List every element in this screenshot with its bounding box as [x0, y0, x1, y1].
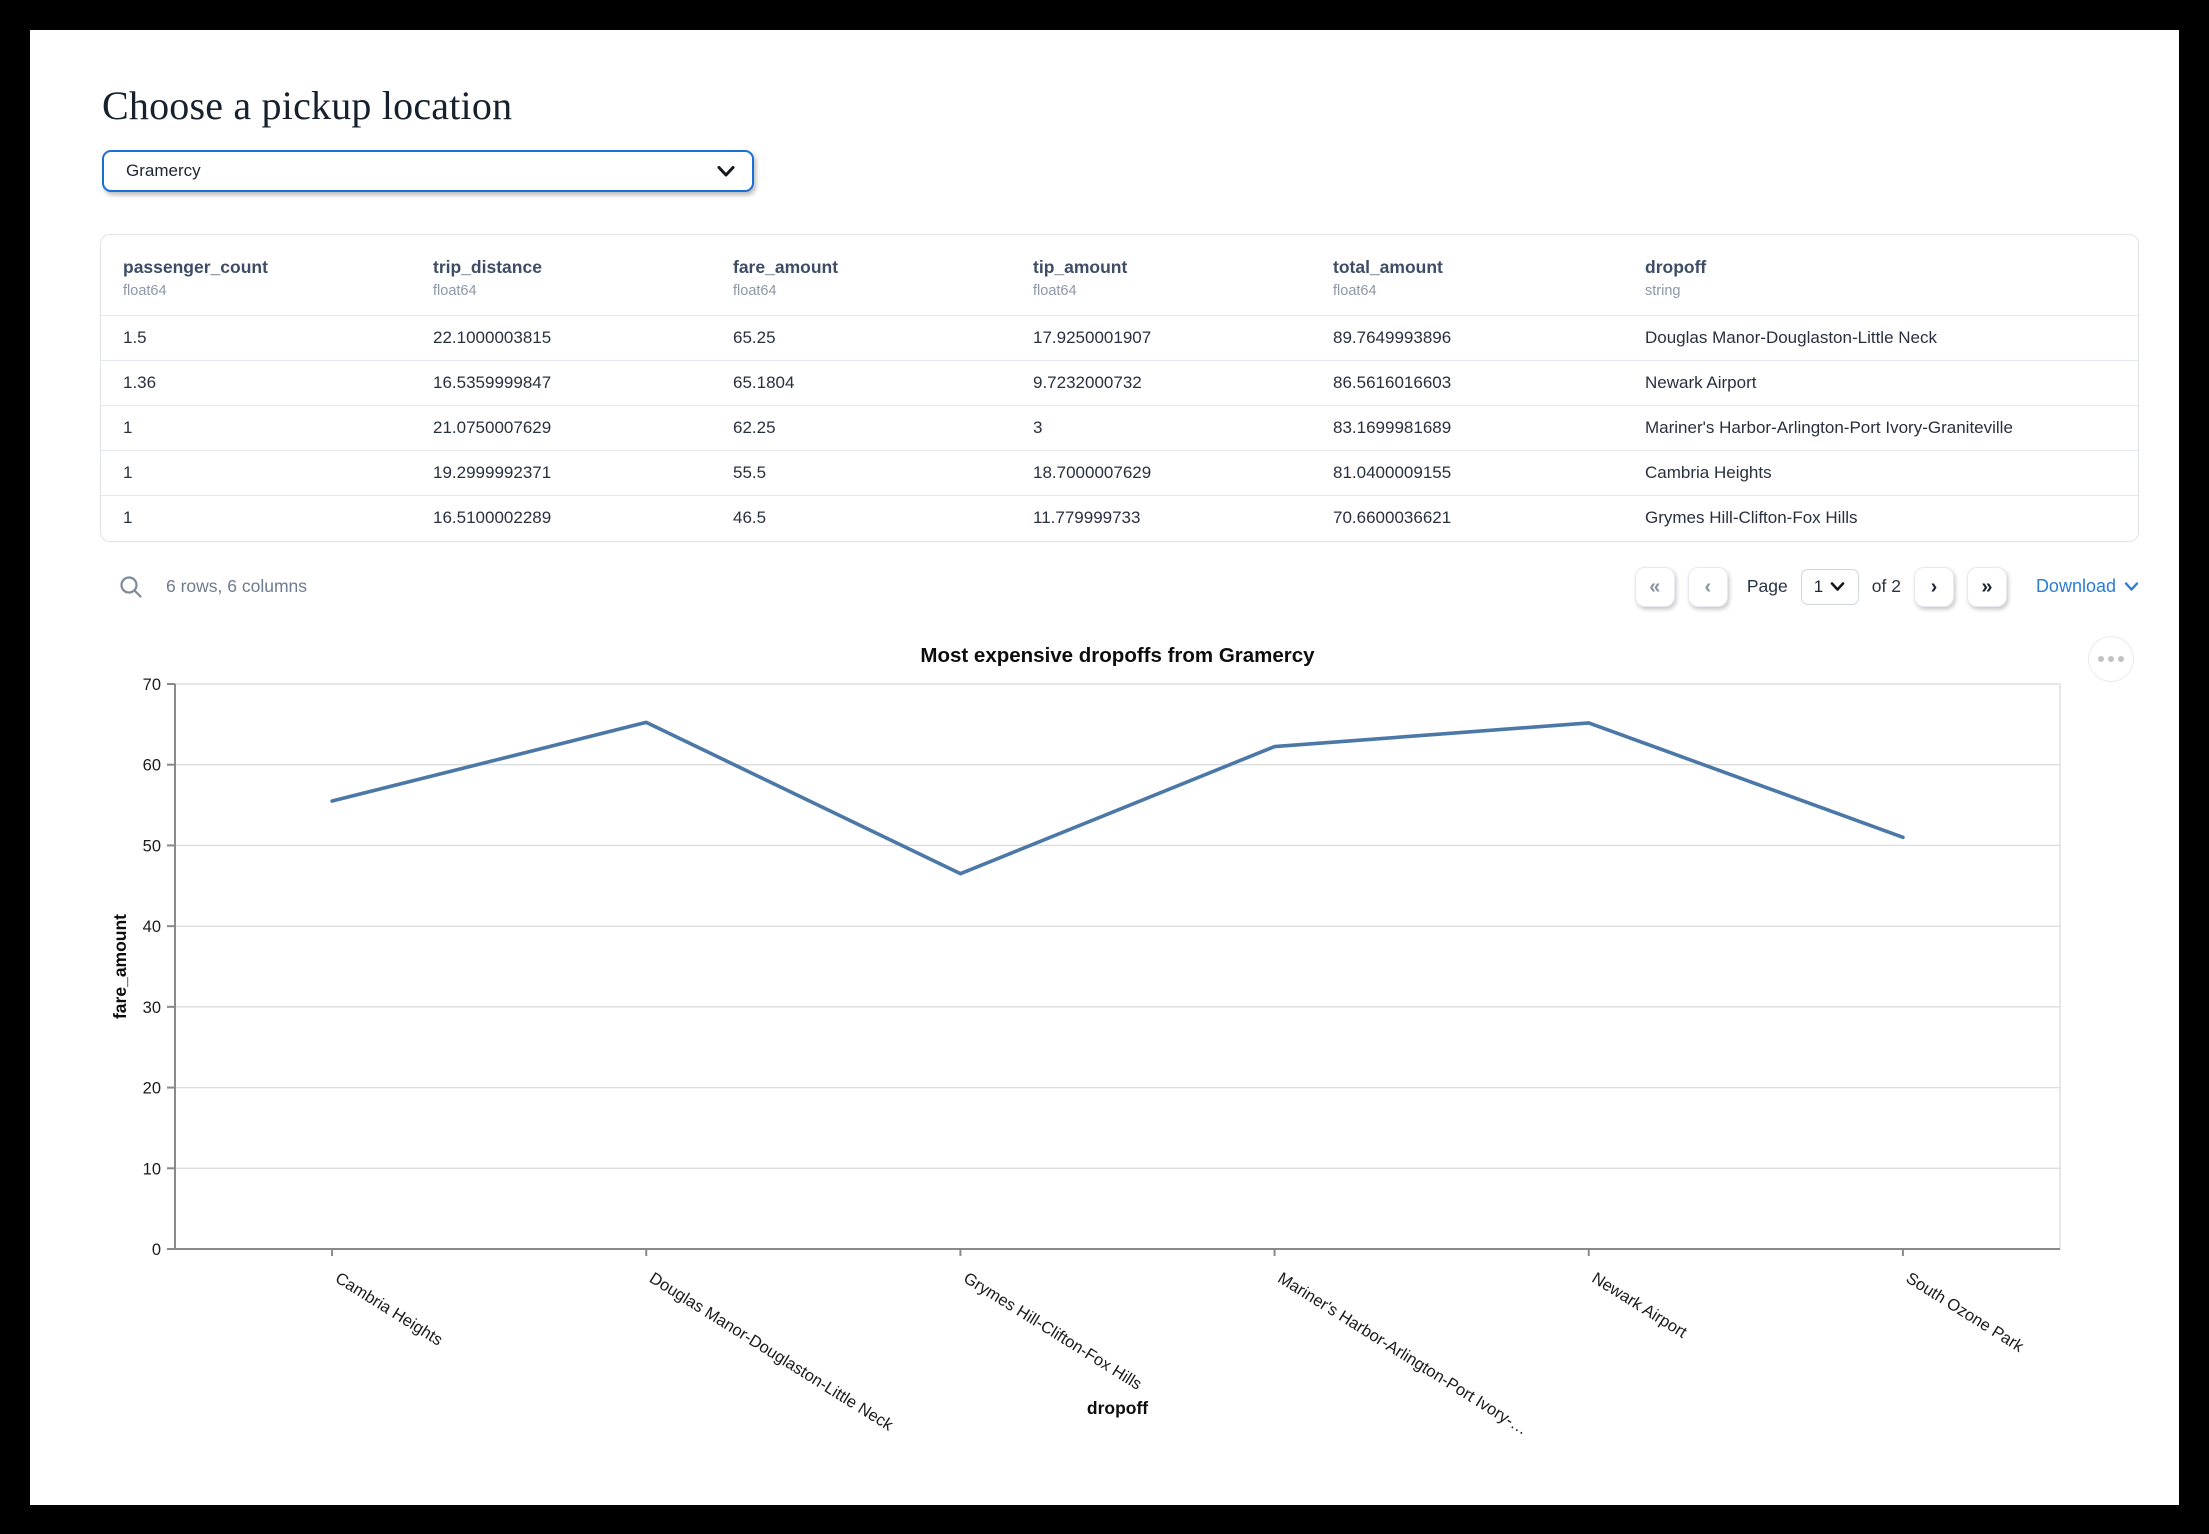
column-header: fare_amount float64 [733, 257, 839, 299]
table-row: 1.5 22.1000003815 65.25 17.9250001907 89.764… [101, 315, 2138, 361]
column-header: total_amount float64 [1333, 257, 1443, 299]
table-cell: 9.7232000732 [1033, 373, 1142, 392]
line-chart-canvas: Most expensive dropoffs from Gramercy 0 10… [110, 644, 2061, 1439]
chevron-down-icon [2124, 582, 2139, 591]
table-cell: 65.1804 [733, 373, 795, 392]
download-label: Download [2035, 576, 2116, 596]
table-row: 1 16.5100002289 46.5 11.779999733 70.6600036… [101, 495, 2138, 541]
last-page-button[interactable]: » [1966, 566, 2007, 607]
table-cell: 17.9250001907 [1033, 328, 1152, 347]
svg-text:Newark Airport: Newark Airport [1589, 1269, 1691, 1342]
table-cell: 65.25 [733, 328, 776, 347]
column-header: tip_amount float64 [1033, 257, 1128, 299]
column-header: passenger_count float64 [123, 257, 268, 299]
svg-text:40: 40 [143, 918, 161, 936]
row-column-summary: 6 rows, 6 columns [166, 576, 308, 596]
table-cell: 89.7649993896 [1333, 328, 1452, 347]
table-cell: Newark Airport [1645, 373, 1757, 392]
table-cell: Cambria Heights [1645, 463, 1772, 482]
svg-text:30: 30 [143, 998, 161, 1016]
page-number-select[interactable]: 1 [1800, 568, 1859, 605]
table-cell: 16.5359999847 [433, 373, 552, 392]
table-cell: 1 [123, 418, 133, 437]
table-cell: 1 [123, 508, 133, 528]
table-cell: 83.1699981689 [1333, 418, 1452, 437]
table-cell: 81.0400009155 [1333, 463, 1452, 482]
svg-text:20: 20 [143, 1079, 161, 1097]
svg-text:60: 60 [143, 756, 161, 774]
table-cell: 46.5 [733, 508, 767, 528]
table-cell: 19.2999992371 [433, 463, 552, 482]
table-cell: 86.5616016603 [1333, 373, 1452, 392]
app-card: Choose a pickup location Gramercy passen… [30, 30, 2179, 1505]
chart-actions-menu-icon[interactable] [2088, 635, 2134, 682]
svg-text:dropoff: dropoff [1087, 1398, 1148, 1418]
table-cell: 1 [123, 463, 133, 482]
svg-text:50: 50 [143, 837, 161, 855]
svg-text:Mariner's Harbor-Arlington-Por: Mariner's Harbor-Arlington-Port Ivory-… [1274, 1269, 1530, 1439]
pickup-location-value: Gramercy [126, 161, 201, 180]
table-cell: 3 [1033, 418, 1043, 437]
download-button[interactable]: Download [2036, 576, 2139, 597]
svg-text:Most expensive dropoffs from G: Most expensive dropoffs from Gramercy [920, 644, 1315, 667]
table-cell: 62.25 [733, 418, 776, 437]
table-cell: 55.5 [733, 463, 767, 482]
table-header: passenger_count float64 trip_distance float… [101, 235, 2138, 316]
svg-text:10: 10 [143, 1160, 161, 1178]
table-cell: 16.5100002289 [433, 508, 552, 528]
svg-text:South Ozone Park: South Ozone Park [1903, 1269, 2028, 1356]
table-cell: 1.36 [123, 373, 157, 392]
next-page-button[interactable]: › [1913, 566, 1954, 607]
chevron-down-icon [1830, 582, 1845, 591]
table-cell: Douglas Manor-Douglaston-Little Neck [1645, 328, 1937, 347]
table-cell: 1.5 [123, 328, 147, 347]
svg-text:Douglas Manor-Douglaston-Littl: Douglas Manor-Douglaston-Little Neck [646, 1269, 896, 1435]
table-cell: 21.0750007629 [433, 418, 552, 437]
page-total: of 2 [1871, 576, 1901, 596]
column-header: dropoff string [1645, 257, 1707, 299]
search-icon[interactable] [118, 574, 144, 600]
table-footer: 6 rows, 6 columns « ‹ Page 1 of 2 › » Do… [100, 566, 2139, 608]
prev-page-button[interactable]: ‹ [1687, 566, 1728, 607]
pickup-location-select[interactable]: Gramercy [102, 150, 754, 192]
table-row: 1 21.0750007629 62.25 3 83.1699981689 Mariner… [101, 405, 2138, 451]
page-label: Page [1746, 576, 1788, 596]
chevron-down-icon [717, 166, 735, 177]
table-cell: 70.6600036621 [1333, 508, 1452, 528]
data-table-card: passenger_count float64 trip_distance float… [100, 234, 2139, 542]
page-title: Choose a pickup location [102, 83, 513, 128]
table-cell: Mariner's Harbor-Arlington-Port Ivory-Gr… [1645, 418, 2013, 437]
svg-text:0: 0 [152, 1241, 161, 1259]
table-row: 1.36 16.5359999847 65.1804 9.7232000732 86.5… [101, 360, 2138, 406]
first-page-button[interactable]: « [1634, 566, 1675, 607]
svg-text:Cambria Heights: Cambria Heights [332, 1269, 446, 1349]
column-header: trip_distance float64 [433, 257, 542, 299]
table-cell: 22.1000003815 [433, 328, 552, 347]
table-cell: 18.7000007629 [1033, 463, 1152, 482]
page-number-value: 1 [1813, 576, 1824, 596]
svg-text:Grymes Hill-Clifton-Fox Hills: Grymes Hill-Clifton-Fox Hills [960, 1269, 1144, 1394]
svg-text:70: 70 [143, 676, 161, 694]
table-row: 1 19.2999992371 55.5 18.7000007629 81.040000… [101, 450, 2138, 496]
table-cell: 11.779999733 [1033, 508, 1141, 528]
data-table: passenger_count float64 trip_distance float… [101, 235, 2138, 541]
fare-chart: Most expensive dropoffs from Gramercy 0 10… [100, 634, 2139, 1446]
table-cell: Grymes Hill-Clifton-Fox Hills [1645, 508, 1858, 528]
svg-text:fare_amount: fare_amount [110, 913, 130, 1018]
